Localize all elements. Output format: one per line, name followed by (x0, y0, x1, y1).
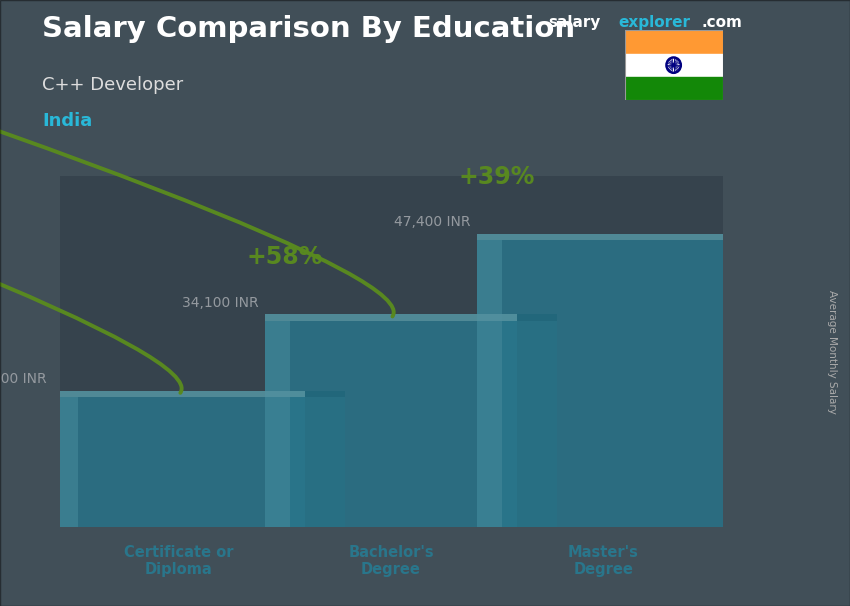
Polygon shape (305, 391, 344, 397)
Text: India: India (42, 112, 93, 130)
Bar (625, 77, 722, 100)
Bar (53, 397, 305, 527)
Bar (477, 240, 729, 527)
Bar (60, 176, 722, 527)
Text: .com: .com (701, 15, 742, 30)
Bar (305, 397, 344, 527)
Bar (477, 240, 502, 527)
Text: C++ Developer: C++ Developer (42, 76, 184, 94)
Bar (625, 53, 722, 77)
Text: Average Monthly Salary: Average Monthly Salary (827, 290, 837, 413)
Text: 21,500 INR: 21,500 INR (0, 372, 46, 387)
Text: Salary Comparison By Education: Salary Comparison By Education (42, 15, 575, 43)
Polygon shape (729, 234, 769, 240)
Bar (517, 321, 557, 527)
Text: Certificate or
Diploma: Certificate or Diploma (124, 545, 234, 577)
Text: salary: salary (548, 15, 601, 30)
Circle shape (672, 64, 675, 67)
Text: Bachelor's
Degree: Bachelor's Degree (348, 545, 434, 577)
Text: Master's
Degree: Master's Degree (568, 545, 638, 577)
Bar (265, 321, 290, 527)
Bar (53, 397, 78, 527)
Bar (625, 30, 722, 53)
Text: explorer: explorer (619, 15, 691, 30)
Bar (477, 234, 729, 240)
Bar (265, 315, 517, 321)
Text: +39%: +39% (459, 165, 536, 188)
Text: 34,100 INR: 34,100 INR (182, 296, 258, 310)
Bar (729, 240, 769, 527)
Text: +58%: +58% (246, 245, 323, 269)
Text: 47,400 INR: 47,400 INR (394, 215, 471, 230)
Polygon shape (517, 315, 557, 321)
Bar (265, 321, 517, 527)
Bar (53, 391, 305, 397)
